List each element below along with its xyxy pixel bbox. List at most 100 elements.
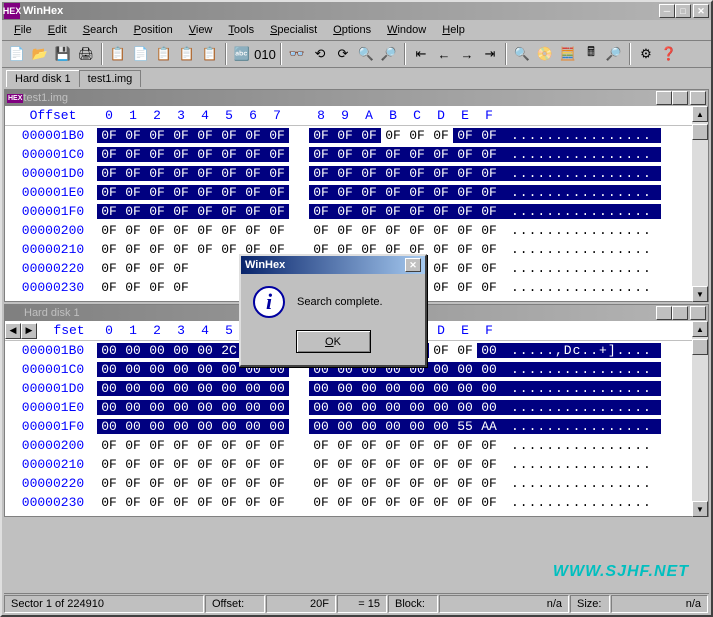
hex-row[interactable]: 000002200F0F0F0F0F0F0F0F0F0F0F0F0F0F0F0F… — [9, 474, 704, 493]
sector-prev-button[interactable]: ◀ — [5, 323, 21, 339]
close-button[interactable]: ✕ — [693, 4, 709, 18]
hex-row[interactable]: 000002000F0F0F0F0F0F0F0F0F0F0F0F0F0F0F0F… — [9, 436, 704, 455]
app-icon: HEX — [4, 3, 20, 19]
hard-disk-icon — [7, 306, 21, 320]
app-title: WinHex — [23, 5, 659, 17]
toolbar-button[interactable]: 📄 — [130, 43, 152, 65]
toolbar-button[interactable]: 📂 — [29, 43, 51, 65]
ok-button[interactable]: OOKK — [296, 330, 371, 353]
scroll-thumb[interactable] — [692, 124, 708, 140]
menubar: FileEditSearchPositionViewToolsSpecialis… — [2, 20, 711, 40]
status-offset-label: Offset: — [205, 595, 265, 613]
toolbar-button[interactable]: 🔤 — [231, 43, 253, 65]
watermark-text: WWW.SJHF.NET — [553, 563, 689, 581]
tab-test1-img[interactable]: test1.img — [79, 70, 142, 87]
menu-search[interactable]: Search — [75, 22, 126, 38]
menu-help[interactable]: Help — [434, 22, 473, 38]
editor1-minimize-button[interactable]: ─ — [656, 91, 672, 105]
main-titlebar: HEX WinHex ─ □ ✕ — [2, 2, 711, 20]
tab-hard-disk-1[interactable]: Hard disk 1 — [6, 70, 80, 87]
toolbar-button[interactable]: 🔍 — [355, 43, 377, 65]
hex-row[interactable]: 000001F0000000000000000000000000000055AA… — [9, 417, 704, 436]
toolbar-button[interactable]: ⇤ — [410, 43, 432, 65]
status-block-value: n/a — [439, 595, 569, 613]
hex-row[interactable]: 000002000F0F0F0F0F0F0F0F0F0F0F0F0F0F0F0F… — [9, 221, 704, 240]
toolbar-button[interactable]: 👓 — [286, 43, 308, 65]
toolbar-button[interactable]: 📋 — [107, 43, 129, 65]
dialog-titlebar: WinHex ✕ — [241, 256, 425, 274]
toolbar-button[interactable]: 📀 — [534, 43, 556, 65]
toolbar-button[interactable]: 📋 — [176, 43, 198, 65]
status-eq: = 15 — [337, 595, 387, 613]
scroll-down-button[interactable]: ▼ — [692, 501, 708, 517]
toolbar: 📄📂💾🖨📋📄📋📋📋🔤010👓⟲⟳🔍🔎⇤←→⇥🔍📀🧮🖩🔎⚙❓ — [2, 40, 711, 68]
toolbar-button[interactable]: 🔎 — [378, 43, 400, 65]
search-complete-dialog: WinHex ✕ i Search complete. OOKK — [239, 254, 427, 367]
toolbar-button[interactable]: ← — [433, 43, 455, 65]
menu-edit[interactable]: Edit — [40, 22, 75, 38]
editor2-scrollbar[interactable]: ▲ ▼ — [692, 321, 708, 517]
scroll-thumb[interactable] — [692, 339, 708, 355]
editor2-minimize-button[interactable]: ─ — [656, 306, 672, 320]
status-size-value: n/a — [611, 595, 708, 613]
dialog-message: Search complete. — [297, 296, 383, 308]
toolbar-button[interactable]: 📋 — [199, 43, 221, 65]
editor1-titlebar: HEX test1.img ─ ❐ ✕ — [5, 90, 708, 106]
hex-row[interactable]: 000001E000000000000000000000000000000000… — [9, 398, 704, 417]
hex-row[interactable]: 000001D00F0F0F0F0F0F0F0F0F0F0F0F0F0F0F0F… — [9, 164, 704, 183]
hex-row[interactable]: 000002100F0F0F0F0F0F0F0F0F0F0F0F0F0F0F0F… — [9, 455, 704, 474]
menu-view[interactable]: View — [181, 22, 221, 38]
editor1-close-button[interactable]: ✕ — [690, 91, 706, 105]
menu-file[interactable]: File — [6, 22, 40, 38]
hex-row[interactable]: 000001E00F0F0F0F0F0F0F0F0F0F0F0F0F0F0F0F… — [9, 183, 704, 202]
toolbar-button[interactable]: 🖩 — [580, 43, 602, 65]
sector-next-button[interactable]: ▶ — [21, 323, 37, 339]
dialog-title-text: WinHex — [245, 259, 405, 271]
toolbar-button[interactable]: → — [456, 43, 478, 65]
editor1-title: test1.img — [23, 92, 656, 104]
status-offset-value: 20F — [266, 595, 336, 613]
toolbar-button[interactable]: ❓ — [658, 43, 680, 65]
editor2-close-button[interactable]: ✕ — [690, 306, 706, 320]
hex-icon: HEX — [7, 94, 23, 103]
status-block-label: Block: — [388, 595, 438, 613]
scroll-up-button[interactable]: ▲ — [692, 106, 708, 122]
toolbar-button[interactable]: 🧮 — [557, 43, 579, 65]
status-size-label: Size: — [570, 595, 610, 613]
menu-window[interactable]: Window — [379, 22, 434, 38]
hex-row[interactable]: 000001B00F0F0F0F0F0F0F0F0F0F0F0F0F0F0F0F… — [9, 126, 704, 145]
toolbar-button[interactable]: 010 — [254, 43, 276, 65]
toolbar-button[interactable]: 📋 — [153, 43, 175, 65]
menu-tools[interactable]: Tools — [220, 22, 262, 38]
menu-options[interactable]: Options — [325, 22, 379, 38]
toolbar-button[interactable]: 🔎 — [603, 43, 625, 65]
hex-row[interactable]: 000002300F0F0F0F0F0F0F0F0F0F0F0F0F0F0F0F… — [9, 493, 704, 512]
dialog-close-button[interactable]: ✕ — [405, 258, 421, 272]
hex-row[interactable]: 000001F00F0F0F0F0F0F0F0F0F0F0F0F0F0F0F0F… — [9, 202, 704, 221]
document-tabs: Hard disk 1test1.img — [2, 68, 711, 87]
scroll-down-button[interactable]: ▼ — [692, 286, 708, 302]
info-icon: i — [253, 286, 285, 318]
scroll-up-button[interactable]: ▲ — [692, 321, 708, 337]
menu-specialist[interactable]: Specialist — [262, 22, 325, 38]
toolbar-button[interactable]: 🔍 — [511, 43, 533, 65]
toolbar-button[interactable]: ⟲ — [309, 43, 331, 65]
toolbar-button[interactable]: 📄 — [6, 43, 28, 65]
status-sector: Sector 1 of 224910 — [4, 595, 204, 613]
minimize-button[interactable]: ─ — [659, 4, 675, 18]
editor1-restore-button[interactable]: ❐ — [672, 91, 688, 105]
toolbar-button[interactable]: ⟳ — [332, 43, 354, 65]
toolbar-button[interactable]: 🖨 — [75, 43, 97, 65]
toolbar-button[interactable]: ⇥ — [479, 43, 501, 65]
hex-row[interactable]: 000001D000000000000000000000000000000000… — [9, 379, 704, 398]
hex-row[interactable]: 000001C00F0F0F0F0F0F0F0F0F0F0F0F0F0F0F0F… — [9, 145, 704, 164]
menu-position[interactable]: Position — [126, 22, 181, 38]
toolbar-button[interactable]: ⚙ — [635, 43, 657, 65]
editor1-scrollbar[interactable]: ▲ ▼ — [692, 106, 708, 302]
maximize-button[interactable]: □ — [675, 4, 691, 18]
sector-nav: ◀ ▶ — [5, 323, 37, 339]
editor1-header: Offset0123456789ABCDEF — [5, 106, 708, 126]
editor2-restore-button[interactable]: ❐ — [672, 306, 688, 320]
editor2-hex-grid[interactable]: 000001B000000000002C4463001F072B5D0F0F00… — [5, 341, 708, 516]
toolbar-button[interactable]: 💾 — [52, 43, 74, 65]
